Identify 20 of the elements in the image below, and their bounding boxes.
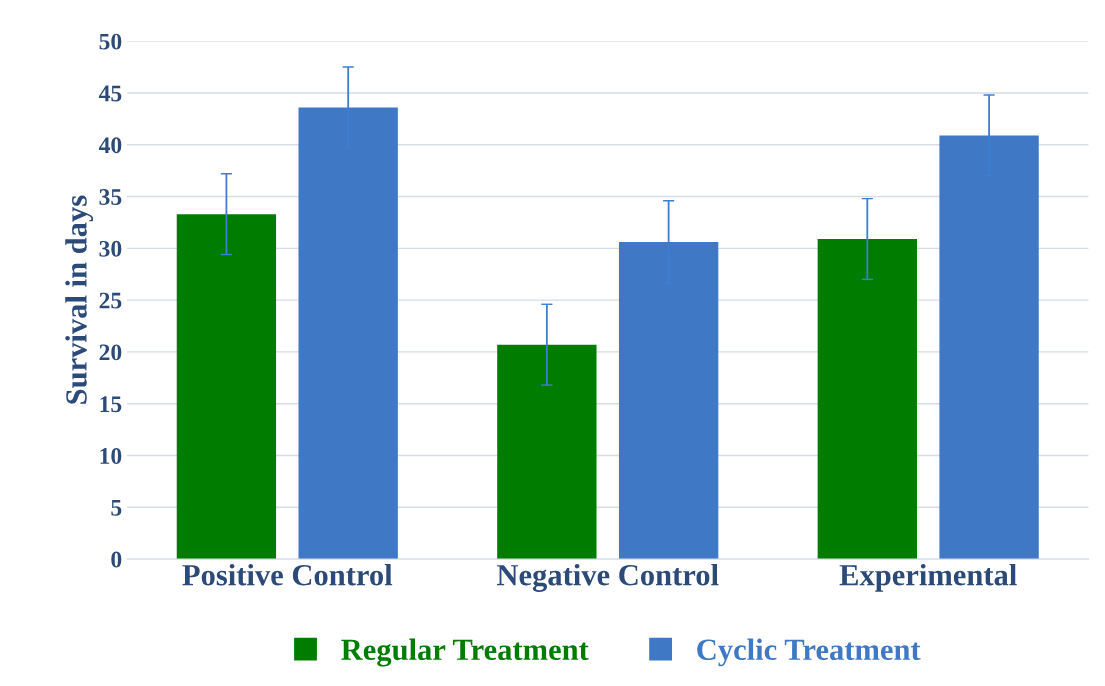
y-tick-label: 30 [99, 240, 122, 257]
y-tick-label: 50 [99, 33, 122, 50]
bar [497, 344, 597, 560]
y-tick-label: 45 [98, 85, 122, 102]
bar [176, 214, 277, 560]
y-tick-label: 10 [100, 447, 122, 464]
y-tick-label: 15 [100, 396, 122, 413]
bar [817, 239, 917, 560]
y-tick-label: 20 [99, 344, 122, 361]
y-tick-label: 40 [98, 137, 122, 154]
x-tick-label: Positive Control [182, 563, 393, 586]
legend-label: Cyclic Treatment [697, 638, 921, 667]
x-tick-label: Negative Control [497, 563, 719, 592]
x-tick-label: Experimental [839, 563, 1017, 592]
y-tick-label: 5 [111, 500, 122, 516]
legend-label: Regular Treatment [341, 638, 589, 667]
y-tick-label: 25 [99, 292, 122, 309]
y-tick-label: 0 [111, 551, 122, 568]
y-axis-title: Survival in days [65, 195, 94, 404]
y-tick-label: 35 [99, 189, 122, 205]
